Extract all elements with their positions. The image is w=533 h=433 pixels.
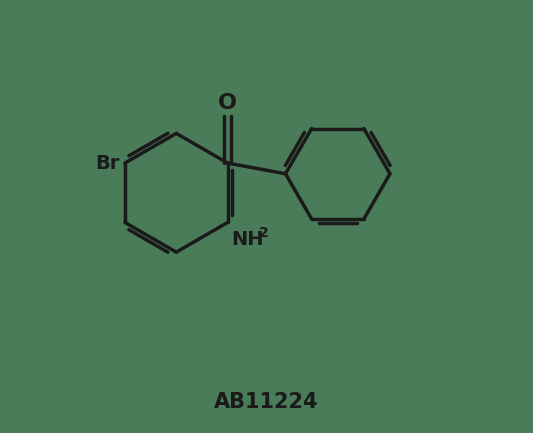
Text: 2: 2 <box>259 226 269 240</box>
Text: NH: NH <box>231 229 264 249</box>
Text: Br: Br <box>96 154 120 173</box>
Text: AB11224: AB11224 <box>214 392 319 412</box>
Text: O: O <box>218 93 237 113</box>
